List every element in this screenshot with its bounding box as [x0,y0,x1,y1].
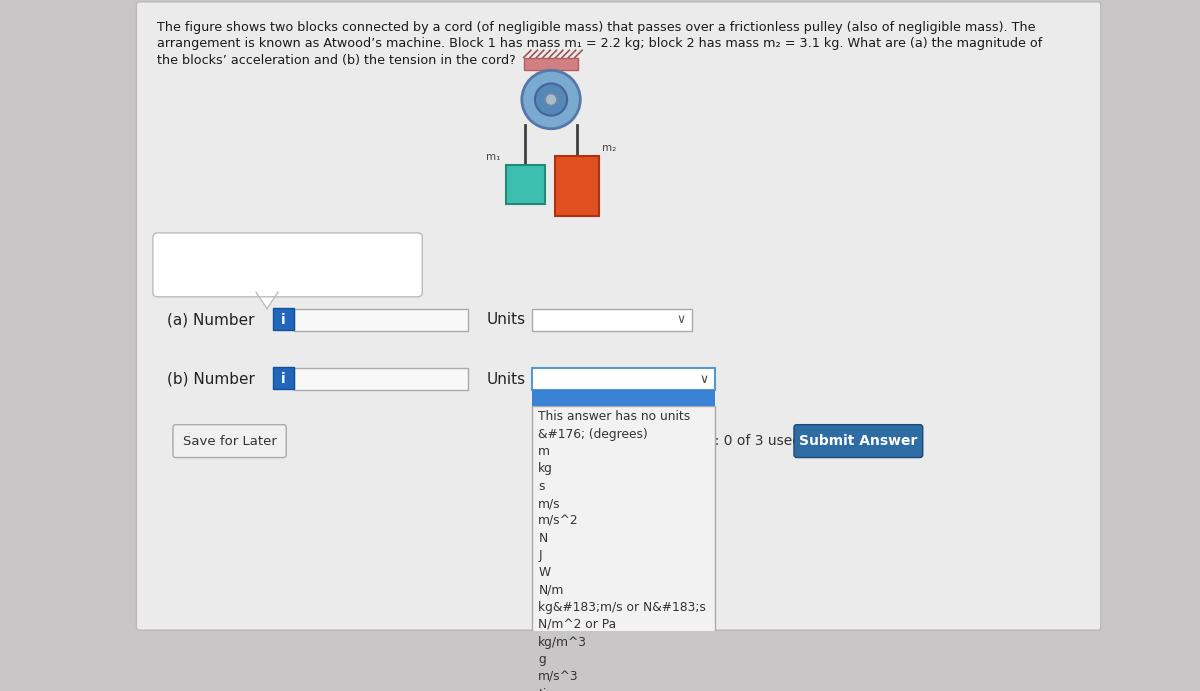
FancyBboxPatch shape [173,425,287,457]
Text: The tolerance is ± 1 in the 3rd
significant digit.: The tolerance is ± 1 in the 3rd signific… [168,248,380,283]
Text: Units: Units [486,312,526,327]
Polygon shape [256,292,278,309]
Text: The figure shows two blocks connected by a cord (of negligible mass) that passes: The figure shows two blocks connected by… [157,21,1036,34]
Text: arrangement is known as Atwood’s machine. Block 1 has mass m₁ = 2.2 kg; block 2 : arrangement is known as Atwood’s machine… [157,37,1043,50]
Text: Units: Units [486,372,526,386]
FancyBboxPatch shape [137,2,1100,630]
Circle shape [535,84,568,115]
Circle shape [545,94,557,106]
FancyBboxPatch shape [532,406,714,691]
Text: m₁: m₁ [486,151,500,162]
Text: the blocks’ acceleration and (b) the tension in the cord?: the blocks’ acceleration and (b) the ten… [157,54,516,67]
Text: N: N [539,532,547,545]
FancyBboxPatch shape [523,57,578,70]
Text: &#176; (degrees): &#176; (degrees) [539,428,648,441]
Text: Attempts: 0 of 3 used: Attempts: 0 of 3 used [650,434,800,448]
Text: This answer has no units: This answer has no units [539,410,690,424]
FancyBboxPatch shape [152,233,422,297]
Text: ∨: ∨ [700,372,708,386]
Text: m/s: m/s [539,497,560,510]
Text: J: J [539,549,542,562]
FancyBboxPatch shape [294,309,468,330]
Text: times: times [539,688,572,691]
Text: kg&#183;m/s or N&#183;s: kg&#183;m/s or N&#183;s [539,601,706,614]
FancyBboxPatch shape [794,425,923,457]
Text: s: s [539,480,545,493]
Text: kg: kg [539,462,553,475]
Text: m₂: m₂ [602,142,617,153]
FancyBboxPatch shape [294,368,468,390]
Text: m: m [539,445,551,458]
FancyBboxPatch shape [532,368,714,390]
Text: N/m: N/m [539,584,564,597]
Text: N/m^2 or Pa: N/m^2 or Pa [539,618,617,632]
Text: W: W [539,567,551,580]
Text: (b) Number: (b) Number [167,372,254,386]
FancyBboxPatch shape [274,307,294,330]
Text: (a) Number: (a) Number [167,312,254,327]
FancyBboxPatch shape [532,309,691,330]
Text: g: g [539,653,546,666]
Text: i: i [281,372,286,386]
Circle shape [522,70,581,129]
Text: m/s^3: m/s^3 [539,670,578,683]
Text: Submit Answer: Submit Answer [799,434,918,448]
FancyBboxPatch shape [554,156,599,216]
Text: i: i [281,312,286,327]
FancyBboxPatch shape [532,390,714,406]
Text: m/s^2: m/s^2 [539,514,578,527]
FancyBboxPatch shape [506,165,545,204]
FancyBboxPatch shape [274,367,294,389]
Text: ∨: ∨ [676,313,685,326]
Text: kg/m^3: kg/m^3 [539,636,587,649]
Text: Save for Later: Save for Later [182,435,276,448]
